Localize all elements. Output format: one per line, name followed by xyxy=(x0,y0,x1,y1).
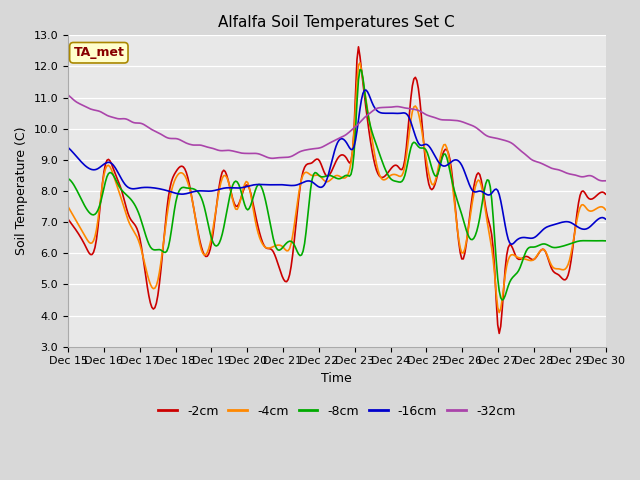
Legend: -2cm, -4cm, -8cm, -16cm, -32cm: -2cm, -4cm, -8cm, -16cm, -32cm xyxy=(153,400,520,423)
-16cm xyxy=(130,186,138,192)
-32cm xyxy=(600,178,608,184)
-16cm xyxy=(575,225,582,230)
-32cm xyxy=(602,178,609,184)
-2cm xyxy=(575,200,582,205)
-4cm xyxy=(575,210,582,216)
-4cm xyxy=(64,204,72,209)
-16cm xyxy=(64,144,72,150)
-8cm xyxy=(225,201,232,207)
Text: TA_met: TA_met xyxy=(74,46,124,59)
Line: -16cm: -16cm xyxy=(68,90,605,244)
-8cm xyxy=(356,67,364,72)
-8cm xyxy=(602,238,609,244)
-4cm xyxy=(243,179,250,184)
-4cm xyxy=(300,172,307,178)
-16cm xyxy=(300,180,307,185)
-2cm xyxy=(130,221,138,227)
-4cm xyxy=(130,228,138,234)
-8cm xyxy=(575,238,582,244)
-2cm xyxy=(252,211,259,216)
-32cm xyxy=(572,172,579,178)
-8cm xyxy=(300,248,307,254)
-2cm xyxy=(300,168,307,174)
-32cm xyxy=(300,148,307,154)
-2cm xyxy=(243,182,250,188)
Line: -32cm: -32cm xyxy=(68,95,605,181)
-16cm xyxy=(243,184,250,190)
-2cm xyxy=(355,44,362,50)
Line: -4cm: -4cm xyxy=(68,63,605,312)
-8cm xyxy=(252,188,259,193)
-2cm xyxy=(225,178,232,183)
-16cm xyxy=(225,185,232,191)
X-axis label: Time: Time xyxy=(321,372,352,385)
-8cm xyxy=(499,297,506,303)
-16cm xyxy=(252,182,259,188)
Y-axis label: Soil Temperature (C): Soil Temperature (C) xyxy=(15,127,28,255)
-4cm xyxy=(225,178,232,184)
-2cm xyxy=(602,191,609,197)
-8cm xyxy=(243,205,250,211)
-16cm xyxy=(362,87,370,93)
-4cm xyxy=(356,60,364,66)
-2cm xyxy=(495,331,503,336)
-4cm xyxy=(602,207,609,213)
-32cm xyxy=(252,151,259,156)
-4cm xyxy=(495,310,503,315)
Title: Alfalfa Soil Temperatures Set C: Alfalfa Soil Temperatures Set C xyxy=(218,15,455,30)
-16cm xyxy=(508,241,515,247)
-4cm xyxy=(252,217,259,223)
-32cm xyxy=(64,92,72,98)
-8cm xyxy=(130,201,138,206)
Line: -2cm: -2cm xyxy=(68,47,605,334)
-8cm xyxy=(64,176,72,181)
Line: -8cm: -8cm xyxy=(68,70,605,300)
-32cm xyxy=(130,120,138,126)
-32cm xyxy=(243,151,250,156)
-32cm xyxy=(225,147,232,153)
-2cm xyxy=(64,216,72,222)
-16cm xyxy=(602,216,609,222)
